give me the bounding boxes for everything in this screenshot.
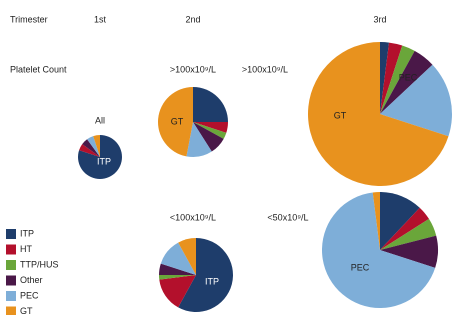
legend-label: PEC — [20, 290, 39, 300]
legend-label: ITP — [20, 228, 34, 238]
legend-swatch — [6, 275, 16, 286]
pie-title: All — [95, 115, 105, 125]
legend-label: TTP/HUS — [20, 259, 59, 269]
pie-slice — [380, 42, 390, 114]
pie-slice — [380, 50, 433, 114]
pie-slice — [178, 238, 196, 275]
pie-slice — [380, 218, 437, 250]
pie-slice — [380, 207, 429, 250]
slice-label: PEC — [351, 262, 370, 272]
legend-swatch — [6, 291, 16, 301]
pie-slice — [79, 144, 100, 157]
legend-label: GT — [20, 306, 33, 315]
slice-label: GT — [334, 110, 347, 120]
column-label: 2nd — [185, 14, 200, 24]
pie-slice — [186, 122, 212, 157]
row-label: Trimester — [10, 14, 48, 24]
pie-title: >100x10⁹/L — [242, 64, 288, 74]
pie-slice — [380, 64, 452, 137]
slice-label: PEC — [399, 72, 418, 82]
pie-slice — [380, 235, 438, 268]
pie-slice — [158, 87, 193, 157]
pie-slice — [372, 192, 380, 250]
pie-slice — [308, 42, 449, 186]
pie-slice — [159, 275, 196, 308]
pie-slice — [380, 42, 403, 114]
legend-swatch — [6, 306, 16, 317]
legend-label: HT — [20, 244, 32, 254]
legend-swatch — [6, 260, 16, 270]
pie-slice — [178, 238, 234, 312]
slice-label: ITP — [97, 156, 111, 166]
pie-slice — [193, 122, 228, 133]
pie-slice — [82, 139, 100, 157]
column-label: 3rd — [373, 14, 386, 24]
pie-slice — [159, 275, 196, 280]
pie-slice — [160, 242, 196, 275]
legend-swatch — [6, 244, 16, 255]
pie-slice — [193, 122, 224, 152]
column-label: 1st — [94, 14, 107, 24]
pie-title: <50x10⁹/L — [267, 212, 308, 222]
pie-slice — [193, 122, 227, 139]
count-label: Platelet Count — [10, 64, 67, 74]
legend-swatch — [6, 229, 16, 239]
pie-slice — [380, 45, 415, 115]
pie-title: >100x10⁹/L — [170, 64, 216, 74]
pie-slice — [193, 87, 228, 122]
pie-slice — [380, 192, 420, 250]
slice-label: ITP — [205, 276, 219, 286]
pie-slice — [159, 263, 196, 275]
legend-label: Other — [20, 275, 43, 285]
pie-slice — [87, 136, 100, 157]
pie-slice — [322, 192, 436, 308]
pie-title: <100x10⁹/L — [170, 212, 216, 222]
pie-slice — [93, 135, 100, 157]
slice-label: GT — [171, 116, 184, 126]
